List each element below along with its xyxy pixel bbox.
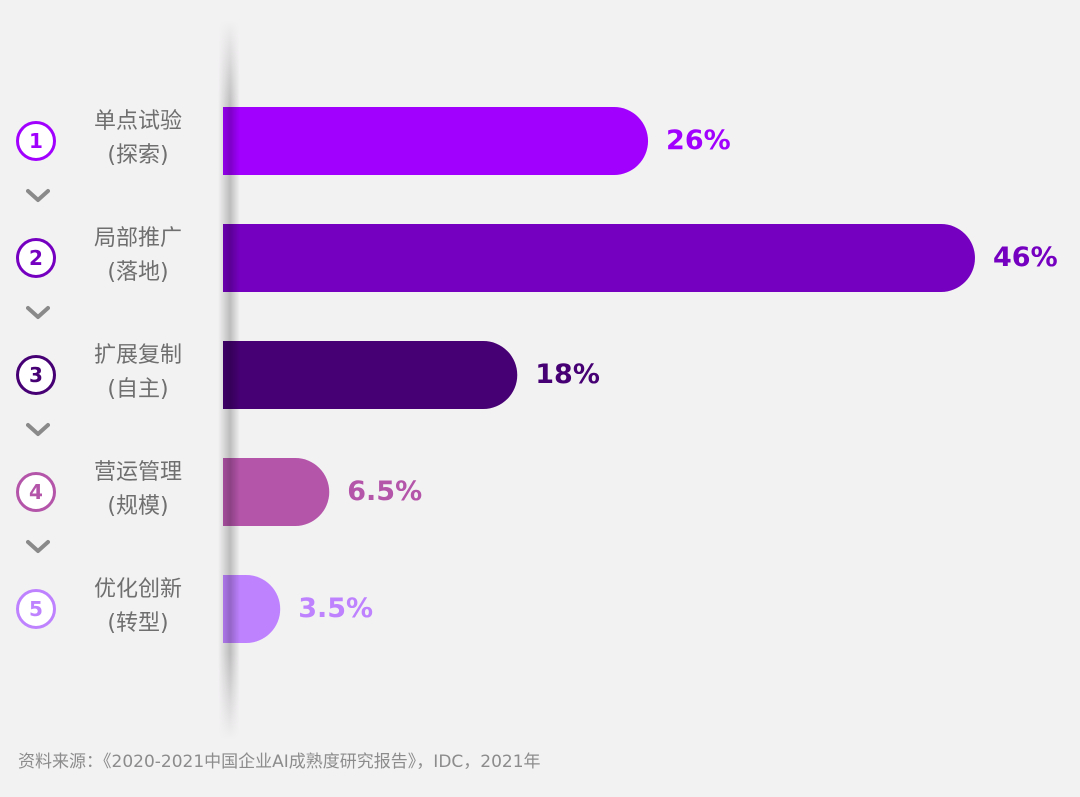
chevron-down-icon [26,540,50,553]
category-label-line1: 局部推广 [93,226,182,251]
category-label-line2: (转型) [107,611,169,636]
bar-3 [223,341,518,409]
step-number-3: 3 [16,355,56,395]
bar-1 [223,107,649,175]
category-label-line1: 营运管理 [93,460,182,485]
bar-2 [223,224,975,292]
value-label-2: 46% [993,242,1058,273]
category-label-2: 局部推广 (落地) [63,222,213,290]
category-label-line2: (落地) [107,260,169,285]
category-label-line2: (自主) [107,377,169,402]
category-label-4: 营运管理 (规模) [63,456,213,524]
chevron-down-icon [26,306,50,319]
category-label-3: 扩展复制 (自主) [63,339,213,407]
value-label-1: 26% [666,125,731,156]
chevron-down-icon [26,423,50,436]
category-label-line1: 优化创新 [93,577,182,602]
step-number-2: 2 [16,238,56,278]
category-label-line2: (探索) [107,143,169,168]
value-label-4: 6.5% [347,476,423,507]
value-label-3: 18% [535,359,600,390]
category-label-line1: 单点试验 [93,109,182,134]
bar-4 [223,458,330,526]
category-label-line1: 扩展复制 [93,343,182,368]
step-number-1: 1 [16,121,56,161]
category-label-1: 单点试验 (探索) [63,105,213,173]
source-note: 资料来源：《2020-2021中国企业AI成熟度研究报告》，IDC，2021年 [18,752,541,772]
value-label-5: 3.5% [298,593,374,624]
axis-spine [218,20,240,740]
chevron-down-icon [26,189,50,202]
category-label-line2: (规模) [107,494,169,519]
category-label-5: 优化创新 (转型) [63,573,213,641]
step-number-4: 4 [16,472,56,512]
step-number-5: 5 [16,589,56,629]
